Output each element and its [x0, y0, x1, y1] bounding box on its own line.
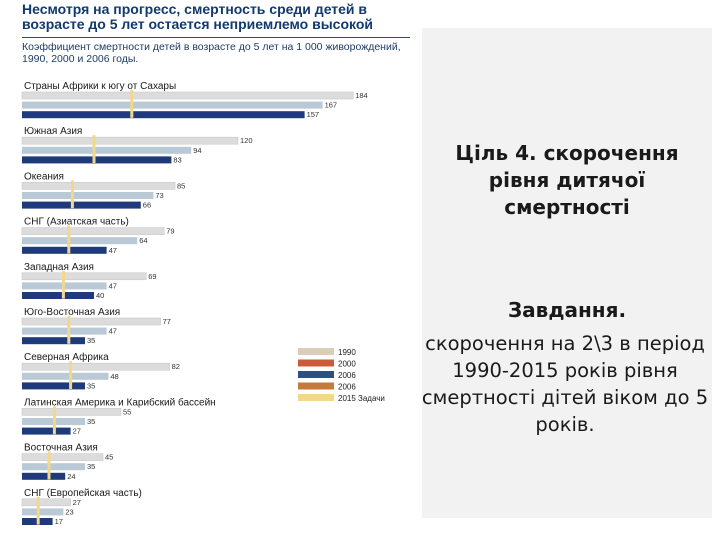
task-text: скорочення на 2\3 в період 1990-2015 рок…	[421, 332, 709, 436]
category-label: Латинская Америка и Карибский бассейн	[24, 396, 216, 408]
goal-heading: Ціль 4. скорочення рівня дитячої смертно…	[455, 141, 679, 219]
category-label: СНГ (Азиатская часть)	[24, 217, 129, 228]
category-label: Страны Африки к югу от Сахары	[24, 80, 176, 92]
data-label: 69	[148, 272, 156, 281]
legend-swatch	[298, 371, 334, 378]
bar-2000	[22, 372, 109, 380]
data-label: 82	[172, 362, 180, 371]
task-title: Завдання.	[507, 298, 627, 322]
data-label: 27	[73, 427, 81, 436]
data-label: 85	[177, 181, 185, 190]
category-label: Западная Азия	[24, 262, 94, 273]
data-label: 35	[87, 381, 95, 390]
data-label: 48	[110, 372, 118, 381]
data-label: 47	[109, 327, 117, 336]
bar-1990	[21, 227, 165, 235]
data-label: 83	[173, 155, 181, 164]
bar-1990	[21, 498, 71, 507]
target-marker	[70, 180, 74, 209]
data-label: 47	[109, 246, 117, 255]
data-label: 157	[307, 110, 320, 119]
data-label: 167	[325, 101, 338, 110]
bar-2000	[22, 101, 323, 109]
data-label: 77	[163, 317, 171, 326]
data-label: 73	[155, 191, 163, 200]
legend-swatch	[298, 359, 334, 367]
bar-2000	[22, 237, 138, 245]
legend-swatch	[298, 394, 334, 401]
bar-1990	[21, 317, 161, 326]
chart-subtitle: Коэффициент смертности детей в возрасте …	[22, 41, 401, 65]
data-label: 35	[87, 417, 95, 426]
bar-1990	[21, 453, 104, 461]
bar-2006	[22, 382, 85, 390]
bar-2006	[22, 201, 141, 209]
bar-2000	[22, 463, 85, 471]
bar-1990	[21, 362, 170, 371]
data-label: 66	[143, 201, 151, 210]
title-divider	[22, 37, 410, 38]
data-label: 27	[73, 498, 81, 507]
data-label: 35	[87, 462, 95, 471]
bar-2000	[22, 327, 107, 335]
category-label: Океания	[24, 171, 64, 182]
target-marker	[92, 135, 96, 163]
data-label: 23	[65, 507, 73, 516]
text-panel	[422, 28, 712, 518]
data-label: 40	[96, 291, 104, 300]
bar-1990	[21, 182, 176, 190]
bar-1990	[21, 136, 239, 145]
chart-title: Несмотря на прогресс, смертность среди д…	[22, 1, 373, 32]
legend-label: 2006	[338, 383, 356, 392]
legend-swatch	[298, 348, 334, 355]
bar-2000	[22, 508, 64, 516]
bar-2000	[22, 146, 192, 154]
bar-2006	[22, 337, 85, 345]
bar-1990	[21, 272, 147, 281]
target-marker	[52, 406, 56, 435]
data-label: 47	[109, 281, 117, 290]
data-label: 64	[139, 236, 147, 245]
bar-1990	[21, 91, 354, 100]
legend-swatch	[298, 382, 334, 390]
target-marker	[130, 90, 134, 118]
category-label: СНГ (Европейская часть)	[24, 488, 142, 499]
target-marker	[47, 451, 51, 480]
bar-2006	[22, 156, 172, 164]
bar-1990	[21, 408, 122, 416]
bar-2006	[22, 472, 66, 480]
bar-2000	[22, 192, 154, 199]
bar-2006	[22, 111, 305, 119]
target-marker	[67, 316, 71, 344]
data-label: 45	[105, 453, 113, 462]
target-marker	[61, 270, 65, 299]
category-label: Северная Африка	[24, 351, 109, 363]
category-label: Южная Азия	[24, 126, 82, 137]
bar-chart: Страны Африки к югу от Сахары 184 167 157 Юж…	[21, 80, 385, 526]
data-label: 17	[55, 517, 63, 526]
legend-label: 2000	[338, 360, 356, 369]
target-marker	[69, 361, 73, 389]
data-label: 184	[355, 91, 368, 100]
target-marker	[67, 225, 71, 254]
bar-2006	[22, 292, 94, 299]
data-label: 24	[67, 472, 75, 481]
legend-label: 2015 Задачи	[338, 394, 385, 403]
bar-2006	[22, 246, 107, 254]
target-marker	[36, 496, 40, 525]
legend-label: 1990	[338, 348, 356, 357]
data-label: 94	[193, 146, 201, 155]
category-label: Юго-Восточная Азия	[24, 307, 120, 318]
data-label: 55	[123, 407, 131, 416]
legend-label: 2006	[338, 371, 356, 380]
data-label: 120	[240, 136, 253, 145]
category-label: Восточная Азия	[24, 443, 98, 454]
data-label: 79	[166, 227, 174, 236]
data-label: 35	[87, 336, 95, 345]
bar-2006	[22, 427, 71, 435]
